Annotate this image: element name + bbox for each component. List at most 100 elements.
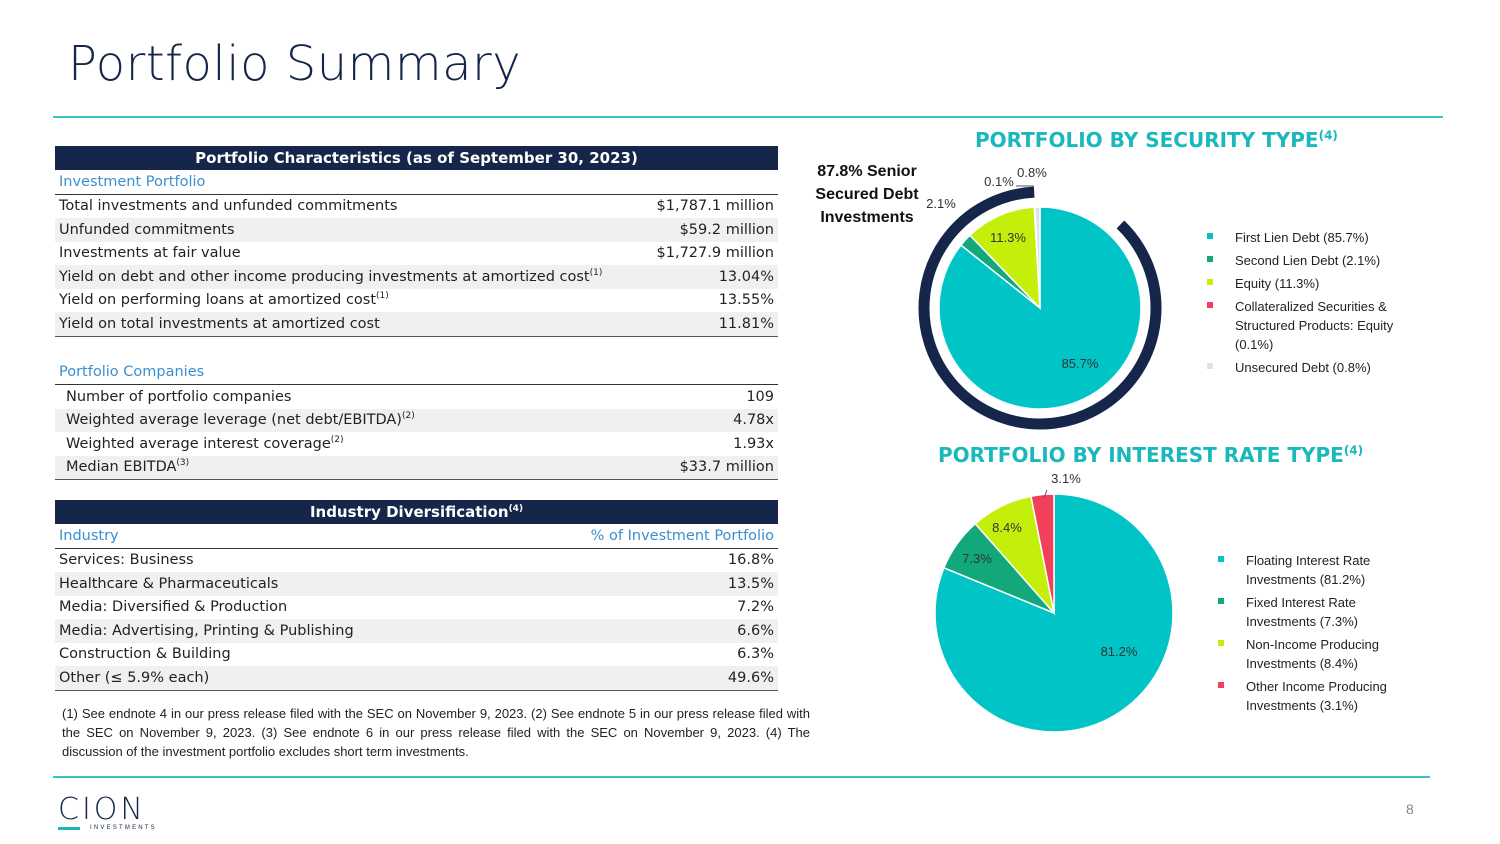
top-divider — [53, 116, 1443, 118]
legend-swatch — [1218, 640, 1224, 646]
row-label: Total investments and unfunded commitmen… — [59, 198, 398, 215]
row-value: $59.2 million — [643, 218, 778, 242]
table-row: Services: Business 16.8% — [55, 548, 778, 572]
row-label: Healthcare & Pharmaceuticals — [55, 572, 498, 596]
page-title: Portfolio Summary — [68, 36, 522, 92]
slice-label: 0.1% — [984, 174, 1014, 189]
row-value: $1,727.9 million — [656, 245, 774, 262]
legend-swatch — [1207, 302, 1213, 308]
legend-swatch — [1207, 233, 1213, 239]
table-row: Total investments and unfunded commitmen… — [55, 194, 778, 218]
row-value: 6.6% — [497, 619, 778, 643]
row-label: Services: Business — [59, 552, 194, 569]
legend-item: Non-Income Producing Investments (8.4%) — [1214, 635, 1414, 673]
row-value: 16.8% — [727, 552, 774, 569]
legend-interest-rate-type: Floating Interest Rate Investments (81.2… — [1214, 551, 1414, 719]
legend-swatch — [1218, 598, 1224, 604]
legend-item: Collateralized Securities & Structured P… — [1203, 297, 1423, 354]
industry-diversification-table: Industry Diversification(4) Industry% of… — [55, 500, 778, 691]
table-header: Industry Diversification(4) — [55, 500, 778, 524]
legend-item: Unsecured Debt (0.8%) — [1203, 358, 1423, 377]
table-row: Media: Diversified & Production 7.2% — [55, 596, 778, 620]
slice-label: 81.2% — [1101, 644, 1138, 659]
section-label: Investment Portfolio — [55, 170, 778, 195]
legend-item: Equity (11.3%) — [1203, 274, 1423, 293]
legend-item: Other Income Producing Investments (3.1%… — [1214, 677, 1414, 715]
portfolio-characteristics-table: Portfolio Characteristics (as of Septemb… — [55, 146, 778, 480]
row-label: Yield on debt and other income producing… — [55, 265, 644, 289]
legend-item: First Lien Debt (85.7%) — [1203, 228, 1423, 247]
cion-logo: CION INVESTMENTS — [58, 792, 157, 831]
bottom-divider — [53, 776, 1430, 778]
chart-title-security-type: PORTFOLIO BY SECURITY TYPE(4) — [975, 128, 1338, 152]
legend-item: Fixed Interest Rate Investments (7.3%) — [1214, 593, 1414, 631]
row-label: Weighted average interest coverage(2) — [66, 434, 344, 452]
legend-label: First Lien Debt (85.7%) — [1235, 230, 1369, 245]
legend-label: Floating Interest Rate Investments (81.2… — [1246, 553, 1371, 587]
slice-label: 85.7% — [1062, 356, 1099, 371]
footnote: (1) See endnote 4 in our press release f… — [62, 706, 810, 759]
table-row: Media: Advertising, Printing & Publishin… — [55, 619, 778, 643]
row-label: Media: Advertising, Printing & Publishin… — [55, 619, 498, 643]
column-header-industry: Industry — [55, 524, 498, 549]
legend-label: Second Lien Debt (2.1%) — [1235, 253, 1381, 268]
table-row: Weighted average leverage (net debt/EBIT… — [55, 408, 778, 432]
row-value: 4.78x — [643, 408, 778, 432]
legend-label: Collateralized Securities & Structured P… — [1235, 299, 1394, 352]
row-value: $33.7 million — [643, 455, 778, 480]
pie-chart-interest-rate-type: 81.2% 7.3% 8.4% 3.1% — [934, 471, 1174, 733]
slice-label: 3.1% — [1051, 471, 1081, 486]
table-row: Yield on total investments at amortized … — [55, 312, 778, 337]
legend-swatch — [1218, 682, 1224, 688]
slice-label: 8.4% — [992, 520, 1022, 535]
legend-item: Second Lien Debt (2.1%) — [1203, 251, 1423, 270]
row-label: Median EBITDA(3) — [55, 455, 644, 480]
senior-secured-label: 87.8% Senior Secured Debt Investments — [815, 163, 919, 226]
legend-label: Unsecured Debt (0.8%) — [1235, 360, 1371, 375]
chart-title-interest-rate-type: PORTFOLIO BY INTEREST RATE TYPE(4) — [938, 443, 1364, 467]
row-value: $1,787.1 million — [656, 198, 774, 215]
legend-swatch — [1207, 256, 1213, 262]
pie-slice — [1030, 493, 1055, 614]
row-value: 6.3% — [737, 646, 774, 663]
slice-label: 7.3% — [962, 551, 992, 566]
table-row: Investments at fair value $1,727.9 millio… — [55, 242, 778, 266]
pie-slice — [1034, 206, 1041, 309]
legend-swatch — [1218, 556, 1224, 562]
legend-swatch — [1207, 363, 1213, 369]
row-label: Investments at fair value — [59, 245, 241, 262]
row-label: Other (≤ 5.9% each) — [55, 666, 498, 691]
slice-label: 11.3% — [990, 230, 1026, 245]
row-value: 7.2% — [737, 599, 774, 616]
legend-label: Other Income Producing Investments (3.1%… — [1246, 679, 1387, 713]
table-row: Yield on debt and other income producing… — [55, 265, 778, 289]
column-header-pct: % of Investment Portfolio — [497, 524, 778, 549]
row-value: 11.81% — [643, 312, 778, 337]
pie-slice — [968, 206, 1041, 310]
row-label: Media: Diversified & Production — [59, 599, 288, 616]
page-number: 8 — [1406, 801, 1414, 817]
table-row: Construction & Building 6.3% — [55, 643, 778, 667]
row-label: Weighted average leverage (net debt/EBIT… — [55, 408, 644, 432]
row-label: Yield on performing loans at amortized c… — [59, 291, 389, 309]
legend-label: Non-Income Producing Investments (8.4%) — [1246, 637, 1379, 671]
table-row: Median EBITDA(3) $33.7 million — [55, 455, 778, 480]
table-row: Weighted average interest coverage(2) 1.9… — [55, 432, 778, 456]
table-row: Healthcare & Pharmaceuticals 13.5% — [55, 572, 778, 596]
table-header: Portfolio Characteristics (as of Septemb… — [55, 146, 778, 170]
row-label: Unfunded commitments — [55, 218, 644, 242]
table-row: Yield on performing loans at amortized c… — [55, 289, 778, 313]
senior-secured-ring — [918, 186, 1162, 430]
row-value: 13.5% — [497, 572, 778, 596]
row-value: 109 — [746, 388, 774, 405]
row-value: 13.55% — [718, 292, 774, 309]
row-value: 13.04% — [643, 265, 778, 289]
legend-security-type: First Lien Debt (85.7%) Second Lien Debt … — [1203, 228, 1423, 381]
table-row: Unfunded commitments $59.2 million — [55, 218, 778, 242]
table-row: Number of portfolio companies 109 — [55, 385, 778, 409]
slice-label: 2.1% — [926, 196, 956, 211]
section-label: Portfolio Companies — [55, 360, 778, 385]
leader-line — [1043, 489, 1048, 499]
row-label: Number of portfolio companies — [66, 388, 292, 405]
row-label: Construction & Building — [59, 646, 231, 663]
